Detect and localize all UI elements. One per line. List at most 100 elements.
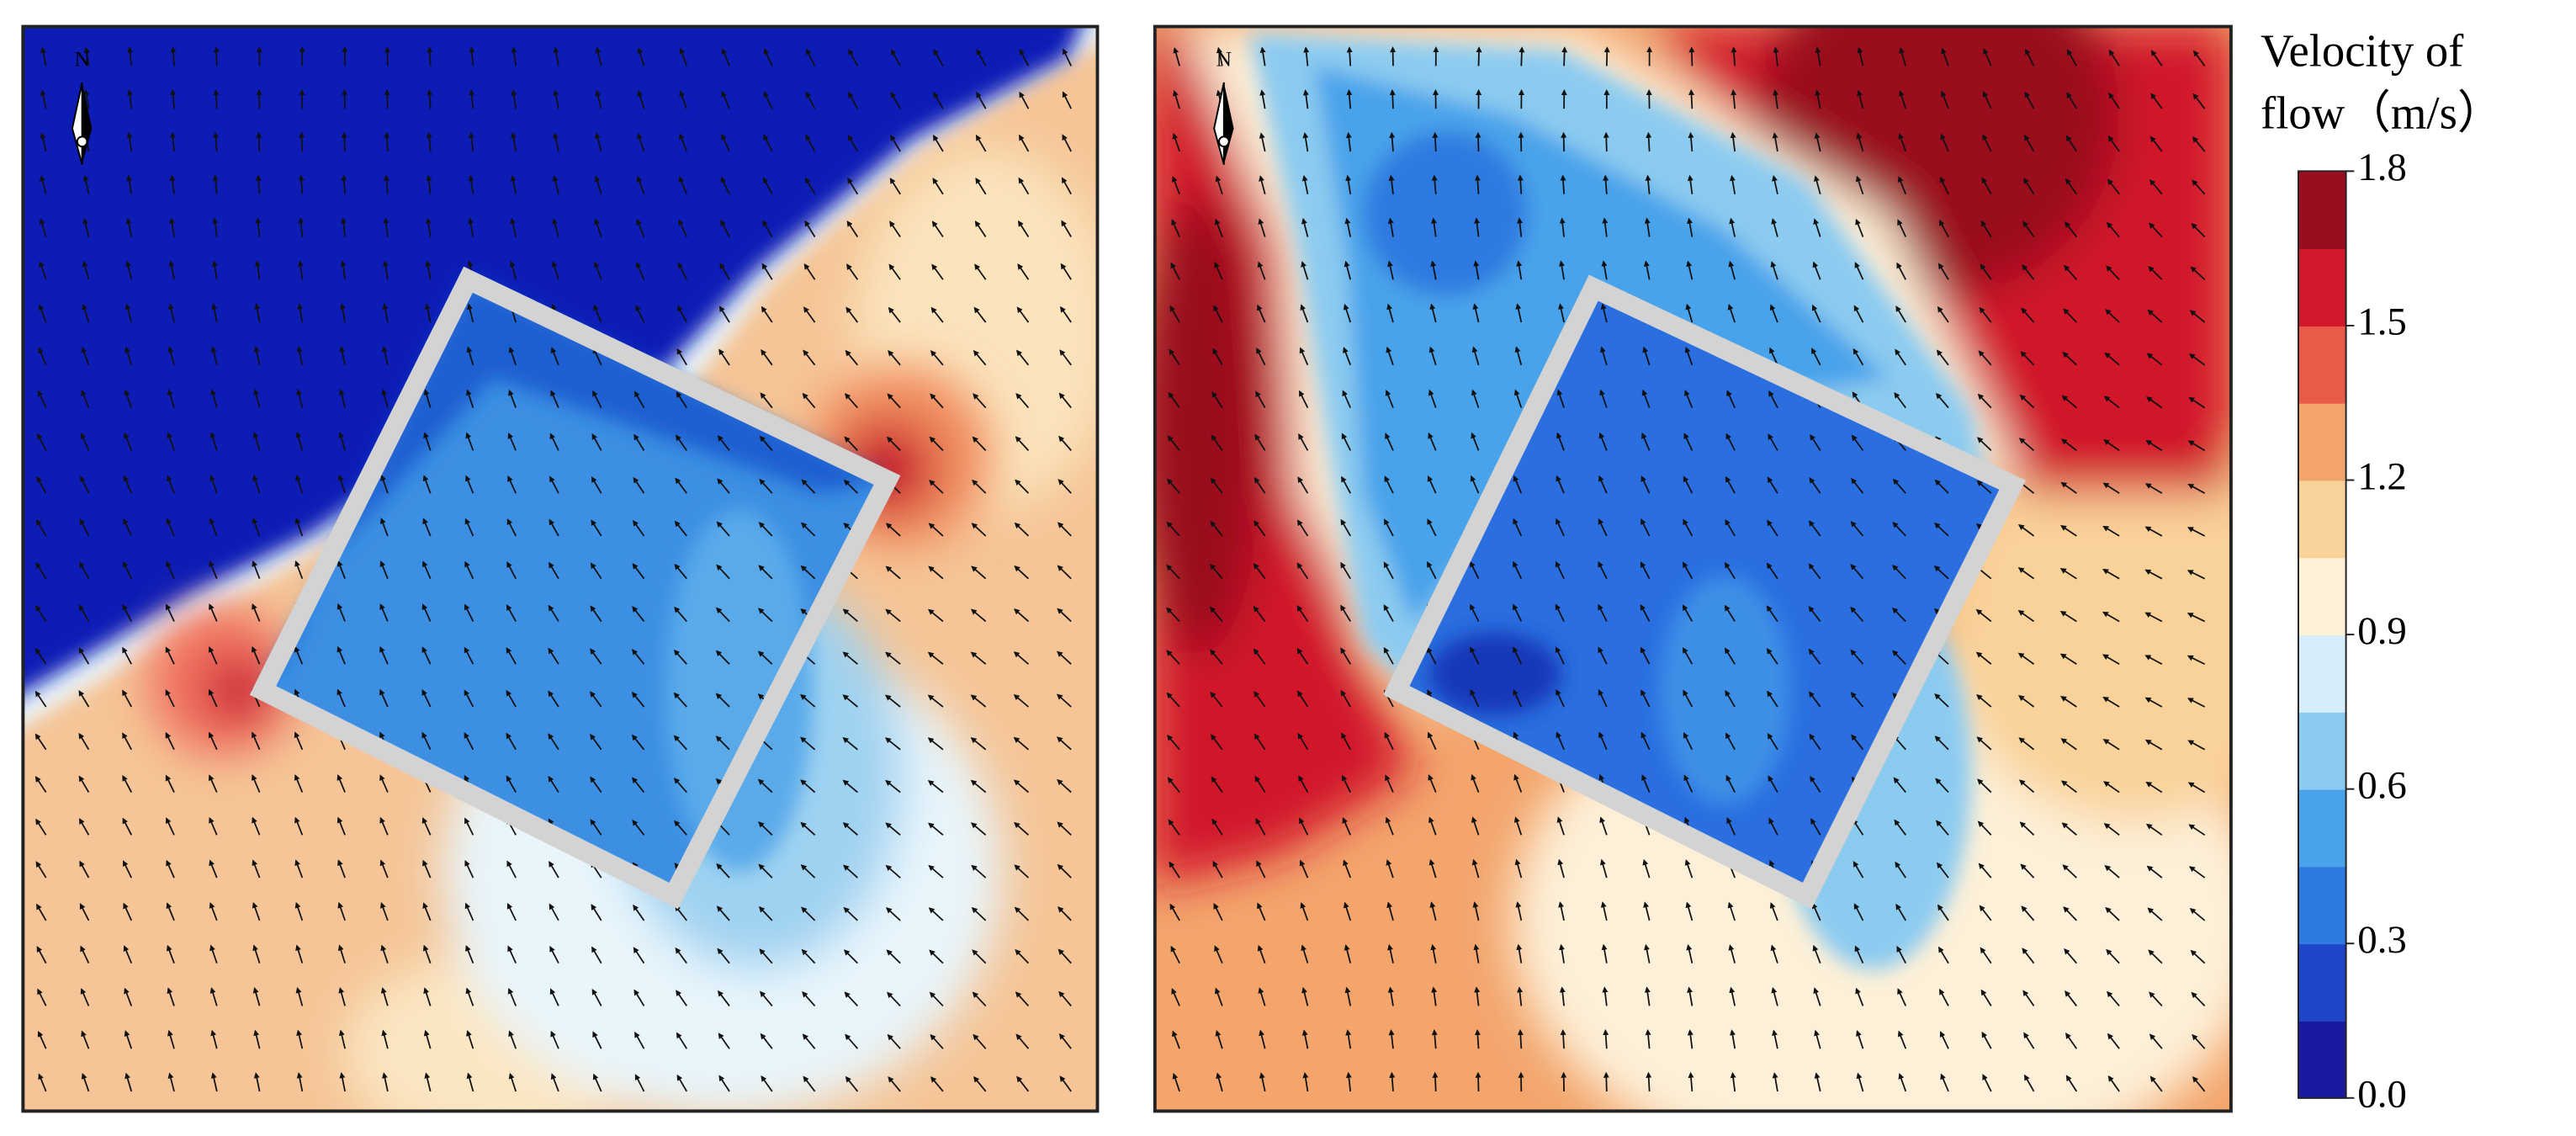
flow-arrow (294, 816, 304, 836)
flow-arrow (1256, 348, 1266, 366)
flow-arrow (804, 220, 816, 237)
flow-arrow (167, 432, 175, 451)
flow-arrow (760, 392, 773, 409)
flow-arrow (506, 647, 517, 665)
flow-arrow (551, 261, 559, 280)
flow-arrow (2066, 92, 2078, 109)
flow-arrow (929, 436, 944, 451)
flow-arrow (1768, 775, 1778, 793)
flow-arrow (1061, 177, 1072, 195)
flow-arrow (759, 948, 773, 964)
colorbar-band (2298, 866, 2346, 945)
flow-arrow (295, 987, 304, 1006)
flow-arrow (972, 991, 987, 1007)
flow-arrow (673, 735, 687, 751)
flow-arrow (887, 1033, 901, 1049)
flow-arrow (676, 348, 688, 366)
flow-arrow (1296, 605, 1309, 622)
flow-arrow (633, 904, 645, 921)
flow-arrow (166, 518, 175, 537)
flow-arrow (1598, 646, 1608, 665)
flow-arrow (1340, 604, 1351, 622)
flow-arrow (122, 646, 133, 665)
flow-arrow (2191, 222, 2206, 238)
flow-arrow (591, 946, 602, 964)
flow-arrow (1768, 433, 1778, 451)
flow-arrow (721, 47, 730, 66)
flow-arrow (2187, 527, 2206, 537)
flow-arrow (383, 217, 390, 237)
flow-arrow (380, 944, 389, 963)
flow-arrow (125, 260, 133, 280)
flow-arrow (1683, 433, 1693, 451)
colorbar-band (2298, 325, 2346, 404)
flow-arrow (2017, 523, 2035, 537)
flow-arrow (1556, 688, 1565, 708)
flow-arrow (800, 736, 816, 751)
flow-arrow (78, 818, 90, 836)
colorbar-band (2298, 171, 2346, 250)
flow-arrow (1728, 260, 1736, 280)
flow-arrow (294, 731, 304, 751)
flow-arrow (1729, 174, 1736, 194)
flow-arrow (125, 303, 133, 323)
flow-arrow (2106, 265, 2120, 280)
flow-arrow (2103, 395, 2120, 409)
flow-arrow (1810, 818, 1821, 836)
flow-arrow (124, 1030, 133, 1049)
flow-arrow (758, 522, 773, 537)
flow-arrow (296, 1072, 304, 1092)
flow-arrow (381, 1029, 389, 1049)
flow-arrow (1057, 906, 1072, 921)
flow-arrow (1561, 46, 1568, 66)
flow-arrow (125, 346, 133, 366)
flow-arrow (1058, 1032, 1072, 1049)
flow-arrow (1768, 817, 1778, 836)
flow-arrow (975, 134, 987, 152)
flow-arrow (1432, 131, 1439, 152)
flow-arrow (1641, 432, 1651, 451)
flow-arrow (930, 306, 944, 323)
flow-arrow (1935, 778, 1949, 794)
flow-arrow (633, 433, 645, 451)
north-label: N (1216, 47, 1232, 71)
flow-arrow (1470, 475, 1480, 494)
flow-arrow (40, 175, 47, 194)
flow-arrow (1166, 521, 1180, 537)
flow-arrow (1297, 732, 1309, 751)
flow-arrow (1513, 560, 1523, 580)
colorbar-band (2298, 943, 2346, 1022)
flow-arrow (1516, 260, 1523, 280)
flow-arrow (1254, 775, 1266, 794)
flow-arrow (421, 731, 432, 751)
flow-arrow (759, 990, 773, 1006)
flow-arrow (637, 47, 645, 66)
flow-arrow (1254, 691, 1266, 708)
flow-arrow (209, 603, 218, 622)
flow-arrow (1976, 480, 1992, 494)
flow-arrow (799, 693, 816, 708)
flow-arrow (209, 859, 218, 879)
flow-arrow (423, 389, 432, 408)
flow-arrow (548, 733, 559, 751)
flow-arrow (549, 475, 559, 494)
flow-arrow (759, 435, 773, 451)
flow-arrow (1166, 564, 1180, 580)
flow-arrow (34, 733, 47, 751)
flow-arrow (2146, 353, 2163, 366)
flow-arrow (636, 175, 645, 195)
flow-arrow (1062, 134, 1073, 152)
flow-arrow (1895, 305, 1907, 323)
flow-arrow (123, 945, 133, 963)
flow-arrow (422, 859, 432, 879)
flow-arrow (2144, 526, 2163, 537)
flow-arrow (675, 477, 687, 494)
flow-arrow (1682, 604, 1693, 622)
flow-arrow (1935, 392, 1949, 409)
flow-arrow (553, 46, 559, 66)
flow-arrow (930, 1033, 944, 1049)
flow-arrow (337, 603, 346, 622)
flow-arrow (933, 92, 944, 109)
flow-arrow (1687, 217, 1693, 237)
flow-arrow (1556, 432, 1565, 451)
